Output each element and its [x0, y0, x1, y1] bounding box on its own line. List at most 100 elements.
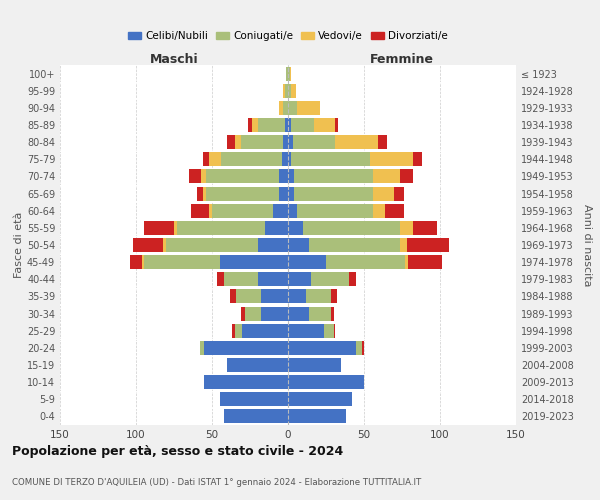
Bar — [335, 135, 377, 149]
Bar — [314, 118, 335, 132]
Bar — [143, 255, 220, 269]
Bar — [174, 221, 177, 235]
Bar — [290, 66, 291, 80]
Bar — [349, 272, 356, 286]
Bar — [288, 118, 291, 132]
Bar — [209, 152, 221, 166]
Bar — [205, 375, 288, 389]
Y-axis label: Fasce di età: Fasce di età — [14, 212, 24, 278]
Bar — [288, 290, 306, 304]
Bar — [242, 324, 288, 338]
Bar — [306, 290, 331, 304]
Bar — [191, 204, 209, 218]
Bar — [166, 238, 257, 252]
Bar — [291, 152, 370, 166]
Bar — [282, 152, 288, 166]
Bar — [331, 290, 337, 304]
Bar — [288, 255, 326, 269]
Bar — [288, 66, 290, 80]
Bar — [288, 306, 309, 320]
Text: COMUNE DI TERZO D'AQUILEIA (UD) - Dati ISTAT 1° gennaio 2024 - Elaborazione TUTT: COMUNE DI TERZO D'AQUILEIA (UD) - Dati I… — [12, 478, 421, 487]
Bar — [335, 118, 338, 132]
Bar — [203, 152, 209, 166]
Bar — [230, 290, 236, 304]
Bar — [334, 324, 335, 338]
Bar — [331, 306, 334, 320]
Bar — [297, 204, 373, 218]
Bar — [224, 410, 288, 424]
Bar — [362, 341, 364, 355]
Bar — [265, 221, 288, 235]
Bar — [205, 341, 288, 355]
Bar — [283, 135, 288, 149]
Bar — [377, 135, 387, 149]
Bar — [241, 306, 245, 320]
Bar — [288, 410, 346, 424]
Bar — [288, 186, 294, 200]
Bar — [285, 84, 288, 98]
Bar — [133, 238, 163, 252]
Bar — [297, 101, 320, 115]
Bar — [370, 152, 413, 166]
Bar — [325, 324, 334, 338]
Y-axis label: Anni di nascita: Anni di nascita — [582, 204, 592, 286]
Bar — [385, 204, 404, 218]
Bar — [177, 221, 265, 235]
Bar — [206, 186, 279, 200]
Bar — [235, 135, 241, 149]
Bar — [235, 324, 242, 338]
Bar — [407, 238, 449, 252]
Bar — [224, 272, 257, 286]
Bar — [220, 392, 288, 406]
Bar — [413, 221, 437, 235]
Text: Femmine: Femmine — [370, 53, 434, 66]
Bar — [288, 341, 356, 355]
Bar — [260, 306, 288, 320]
Bar — [143, 221, 174, 235]
Bar — [309, 306, 331, 320]
Bar — [283, 84, 285, 98]
Bar — [288, 375, 364, 389]
Bar — [279, 186, 288, 200]
Bar — [291, 84, 296, 98]
Bar — [373, 204, 385, 218]
Bar — [206, 170, 279, 183]
Bar — [373, 186, 394, 200]
Bar — [130, 255, 142, 269]
Bar — [236, 290, 260, 304]
Bar — [217, 272, 224, 286]
Bar — [285, 118, 288, 132]
Bar — [251, 118, 257, 132]
Bar — [291, 118, 314, 132]
Bar — [394, 186, 404, 200]
Bar — [241, 135, 283, 149]
Bar — [288, 170, 294, 183]
Bar — [279, 101, 283, 115]
Bar — [413, 152, 422, 166]
Bar — [288, 272, 311, 286]
Bar — [408, 255, 442, 269]
Bar — [227, 358, 288, 372]
Bar — [400, 221, 413, 235]
Text: Maschi: Maschi — [149, 53, 199, 66]
Bar — [288, 101, 297, 115]
Bar — [400, 170, 413, 183]
Bar — [142, 255, 143, 269]
Bar — [293, 135, 335, 149]
Bar — [288, 392, 352, 406]
Bar — [203, 186, 206, 200]
Bar — [189, 170, 202, 183]
Bar — [286, 66, 288, 80]
Bar — [283, 101, 288, 115]
Bar — [273, 204, 288, 218]
Bar — [288, 221, 303, 235]
Bar — [257, 238, 288, 252]
Bar — [232, 324, 235, 338]
Bar — [163, 238, 166, 252]
Bar — [248, 118, 251, 132]
Bar — [209, 204, 212, 218]
Bar — [260, 290, 288, 304]
Bar — [288, 204, 297, 218]
Bar — [294, 186, 373, 200]
Bar — [279, 170, 288, 183]
